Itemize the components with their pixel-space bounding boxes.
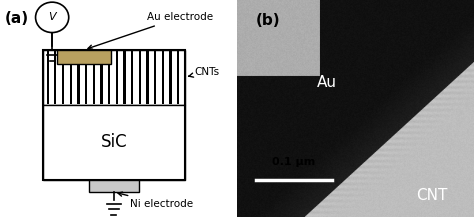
Circle shape — [36, 2, 69, 33]
Bar — [43, 105, 185, 180]
Bar — [92, 51, 95, 104]
Bar — [77, 51, 80, 104]
Bar — [170, 51, 172, 104]
Bar — [46, 51, 49, 104]
Bar — [89, 180, 138, 192]
Bar — [57, 50, 111, 64]
Text: CNTs: CNTs — [189, 67, 219, 77]
Text: (b): (b) — [256, 13, 281, 28]
Bar — [43, 50, 185, 105]
Text: V: V — [48, 12, 56, 22]
Bar — [43, 50, 185, 180]
Bar — [139, 51, 141, 104]
Text: Ni electrode: Ni electrode — [118, 192, 193, 209]
Bar — [162, 51, 164, 104]
Bar — [154, 51, 156, 104]
Bar — [54, 51, 56, 104]
Text: Au electrode: Au electrode — [88, 12, 213, 49]
Text: 0.1 μm: 0.1 μm — [272, 157, 316, 167]
Bar — [85, 51, 87, 104]
Text: (a): (a) — [5, 11, 29, 26]
Bar — [62, 51, 64, 104]
Text: SiC: SiC — [100, 133, 127, 151]
Bar — [131, 51, 133, 104]
Bar — [177, 51, 180, 104]
Bar — [116, 51, 118, 104]
Bar — [100, 51, 102, 104]
Bar — [123, 51, 126, 104]
Bar — [70, 51, 72, 104]
Text: Au: Au — [317, 75, 337, 90]
Text: CNT: CNT — [416, 188, 447, 203]
Bar — [108, 51, 110, 104]
Bar — [146, 51, 149, 104]
